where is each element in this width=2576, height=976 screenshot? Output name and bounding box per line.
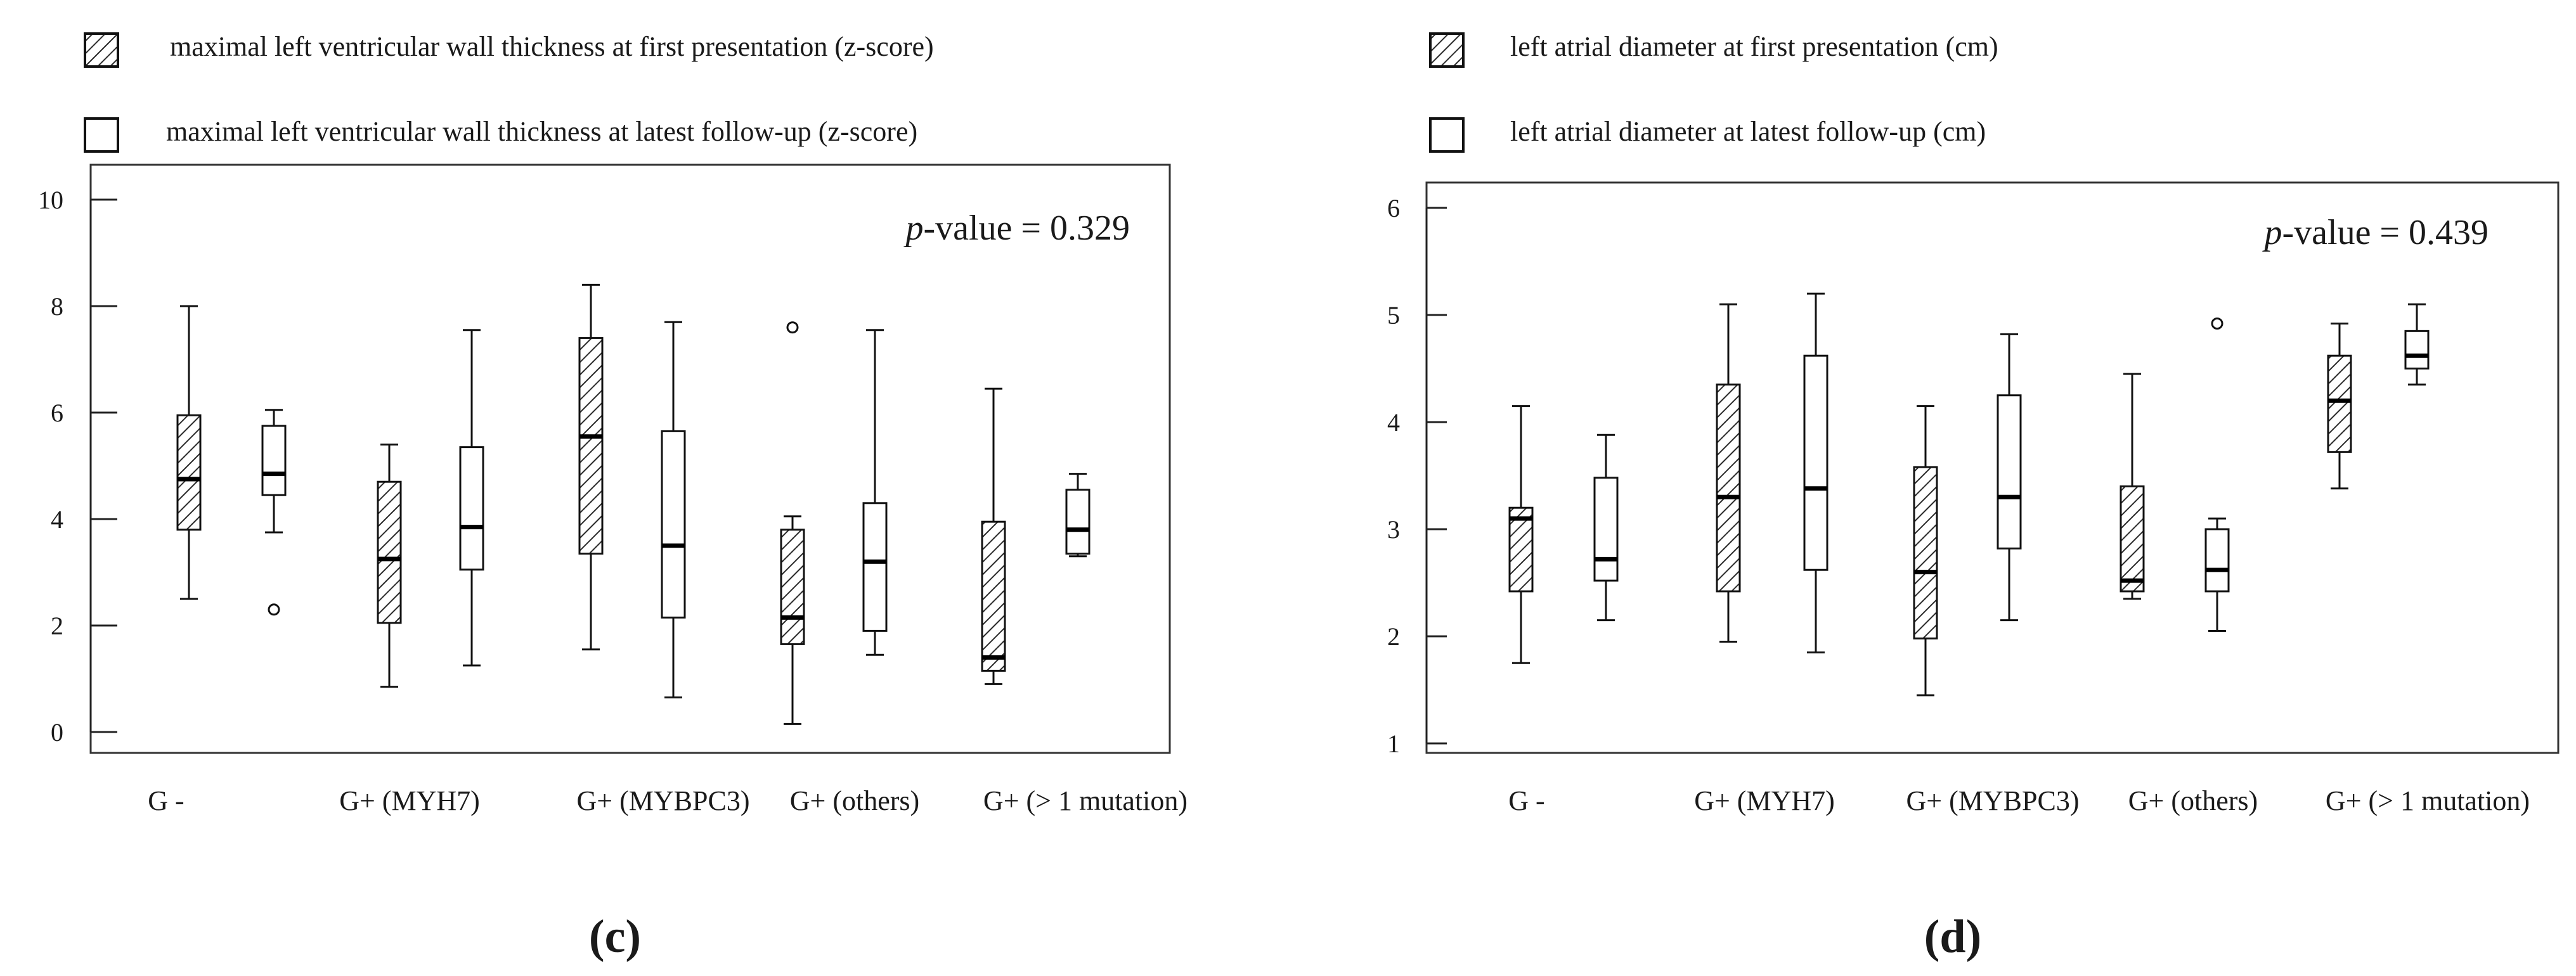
box-latest-follow-up bbox=[1593, 433, 1619, 622]
box-latest-follow-up bbox=[261, 409, 287, 616]
box-first-presentation bbox=[1716, 303, 1741, 643]
legend-label-latest-follow-up: left atrial diameter at latest follow-up… bbox=[1510, 116, 1986, 147]
iqr-box bbox=[459, 446, 484, 571]
y-tick-label: 10 bbox=[38, 186, 63, 214]
y-tick-label: 4 bbox=[1387, 408, 1400, 437]
box-first-presentation bbox=[176, 305, 202, 600]
iqr-box bbox=[1508, 506, 1534, 593]
y-axis: 1 2 3 4 5 6 bbox=[1387, 194, 1447, 758]
box-first-presentation bbox=[1913, 405, 1938, 697]
y-tick-label: 4 bbox=[51, 505, 63, 534]
box-first-presentation bbox=[981, 387, 1006, 685]
iqr-box bbox=[1997, 394, 2022, 549]
plot-frame bbox=[1425, 181, 2560, 754]
iqr-box bbox=[1593, 477, 1619, 582]
boxes bbox=[176, 283, 1091, 725]
plot-frame bbox=[89, 164, 1171, 754]
y-tick-label: 8 bbox=[51, 292, 63, 321]
y-tick-label: 0 bbox=[51, 718, 63, 747]
legend-label-first-presentation: left atrial diameter at first presentati… bbox=[1510, 31, 1998, 62]
panel-label-d: (d) bbox=[1924, 911, 1981, 963]
iqr-box bbox=[862, 502, 888, 632]
box-latest-follow-up bbox=[459, 329, 484, 667]
legend-swatch-hatched bbox=[1429, 32, 1465, 68]
box-latest-follow-up bbox=[661, 321, 686, 698]
iqr-box bbox=[2327, 354, 2352, 453]
iqr-box bbox=[981, 520, 1006, 672]
x-category-label: G+ (> 1 mutation) bbox=[983, 785, 1188, 816]
iqr-box bbox=[780, 529, 805, 645]
x-axis-labels: G - G+ (MYH7) G+ (MYBPC3) G+ (others) G+ (> … bbox=[1508, 785, 2530, 816]
iqr-box bbox=[176, 414, 202, 531]
legend-swatch-plain bbox=[1429, 117, 1465, 153]
x-category-label: G+ (MYBPC3) bbox=[577, 785, 750, 816]
y-axis: 0 2 4 6 8 10 bbox=[38, 186, 117, 747]
x-category-label: G+ (others) bbox=[790, 785, 919, 816]
box-latest-follow-up bbox=[1997, 333, 2022, 622]
iqr-box bbox=[1913, 466, 1938, 639]
x-category-label: G+ (> 1 mutation) bbox=[2326, 785, 2530, 816]
y-tick-label: 2 bbox=[51, 612, 63, 640]
box-first-presentation bbox=[578, 283, 604, 651]
y-tick-label: 6 bbox=[51, 399, 63, 427]
box-first-presentation bbox=[377, 443, 402, 688]
outlier-point bbox=[786, 321, 799, 334]
x-category-label: G+ (MYH7) bbox=[1694, 785, 1835, 816]
legend-swatch-hatched bbox=[84, 32, 119, 68]
y-tick-label: 3 bbox=[1387, 515, 1400, 544]
x-category-label: G+ (MYH7) bbox=[339, 785, 480, 816]
y-tick-label: 5 bbox=[1387, 301, 1400, 330]
box-latest-follow-up bbox=[1803, 292, 1828, 653]
y-tick-label: 1 bbox=[1387, 729, 1400, 758]
legend-label-first-presentation: maximal left ventricular wall thickness … bbox=[170, 31, 934, 62]
y-tick-label: 2 bbox=[1387, 622, 1400, 651]
iqr-box bbox=[2404, 330, 2430, 369]
box-first-presentation bbox=[2120, 373, 2145, 600]
x-axis-labels: G - G+ (MYH7) G+ (MYBPC3) G+ (others) G+ (> … bbox=[148, 785, 1188, 816]
panel-label-c: (c) bbox=[589, 911, 641, 963]
legend-swatch-plain bbox=[84, 117, 119, 153]
x-category-label: G - bbox=[1508, 785, 1544, 816]
box-latest-follow-up bbox=[2404, 303, 2430, 386]
box-latest-follow-up bbox=[2204, 318, 2230, 632]
iqr-box bbox=[2120, 485, 2145, 593]
p-value-annotation: p-value = 0.329 bbox=[903, 209, 1130, 248]
x-category-label: G+ (others) bbox=[2128, 785, 2258, 816]
iqr-box bbox=[1716, 383, 1741, 593]
boxes bbox=[1508, 292, 2430, 697]
box-latest-follow-up bbox=[862, 329, 888, 656]
panel-d: left atrial diameter at first presentati… bbox=[1387, 31, 2560, 963]
y-tick-label: 6 bbox=[1387, 194, 1400, 222]
iqr-box bbox=[377, 480, 402, 624]
outlier-point bbox=[2211, 318, 2223, 330]
legend-label-latest-follow-up: maximal left ventricular wall thickness … bbox=[166, 116, 917, 147]
box-first-presentation bbox=[2327, 323, 2352, 490]
box-first-presentation bbox=[1508, 405, 1534, 664]
box-latest-follow-up bbox=[1065, 473, 1091, 558]
iqr-box bbox=[578, 337, 604, 555]
iqr-box bbox=[261, 425, 287, 496]
x-category-label: G - bbox=[148, 785, 184, 816]
iqr-box bbox=[2204, 528, 2230, 593]
iqr-box bbox=[661, 430, 686, 619]
x-category-label: G+ (MYBPC3) bbox=[1906, 785, 2080, 816]
p-value-annotation: p-value = 0.439 bbox=[2262, 213, 2489, 252]
iqr-box bbox=[1065, 489, 1091, 555]
panel-c: maximal left ventricular wall thickness … bbox=[38, 31, 1188, 963]
outlier-point bbox=[268, 603, 280, 616]
iqr-box bbox=[1803, 354, 1828, 571]
box-first-presentation bbox=[780, 321, 805, 725]
